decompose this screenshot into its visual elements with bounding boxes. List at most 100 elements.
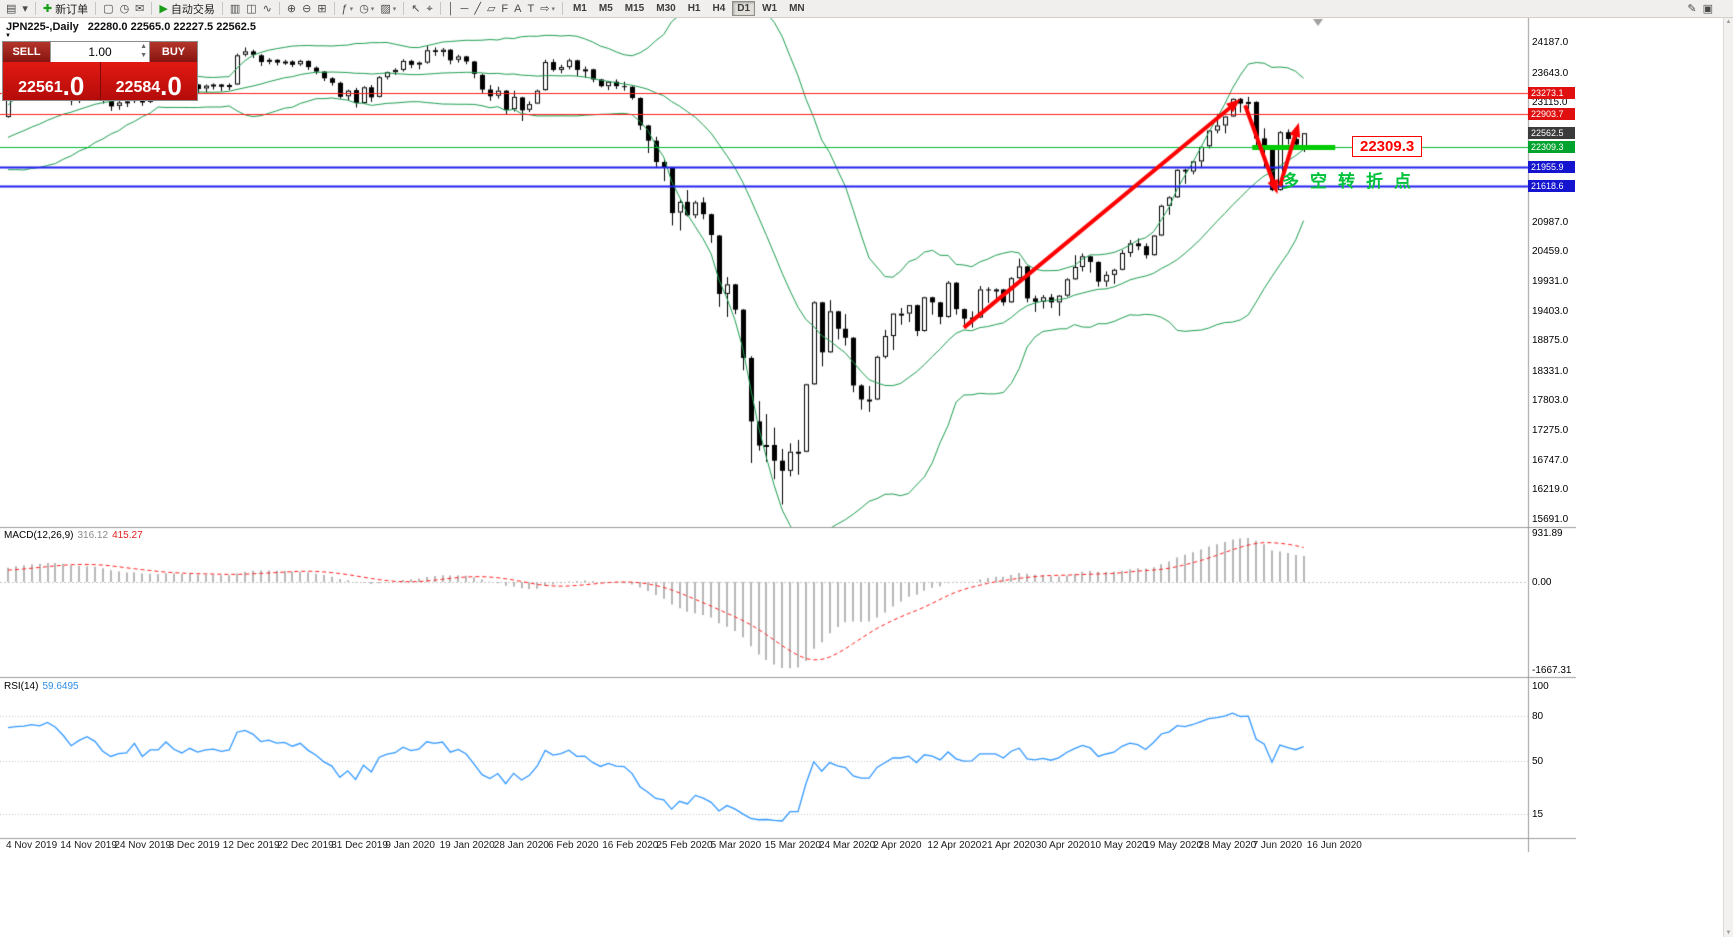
vertical-line-button[interactable]: │ <box>445 1 458 17</box>
date-label: 30 Apr 2020 <box>1035 840 1090 851</box>
text-label-icon: T <box>527 2 535 15</box>
trendline-button[interactable]: ╱ <box>471 1 484 17</box>
macd-indicator-label: MACD(12,26,9) 316.12 415.27 <box>4 530 143 541</box>
mailbox-button[interactable]: ✉ <box>132 1 147 17</box>
zoom-out-icon: ⊖ <box>302 2 312 15</box>
volume-up-icon[interactable]: ▲ <box>140 43 147 50</box>
timeframe-m1-button[interactable]: M1 <box>572 3 587 14</box>
buy-price-main: 22584 <box>115 79 161 96</box>
templates-button[interactable]: ▨ ▾ <box>377 1 399 17</box>
zoom-out-button[interactable]: ⊖ <box>299 1 314 17</box>
autotrading-button[interactable]: ▶ 自动交易 <box>156 1 217 17</box>
timeframe-m15-button[interactable]: M15 <box>624 3 645 14</box>
periods-button[interactable]: ◷ ▾ <box>356 1 377 17</box>
one-click-collapse-icon[interactable]: ▼ <box>5 33 11 39</box>
vertical-scrollbar[interactable]: ▲ ▼ <box>1723 18 1733 937</box>
channel-icon: ▱ <box>486 2 496 15</box>
text-button[interactable]: A <box>511 1 524 17</box>
toolbar-separator <box>439 2 441 15</box>
text-label-button[interactable]: T <box>525 1 538 17</box>
timeframe-m30-button[interactable]: M30 <box>656 3 676 14</box>
cursor-button[interactable]: ↖ <box>408 1 423 17</box>
volume-spinner[interactable]: ▲ ▼ <box>140 42 147 60</box>
price-tick-label: 17275.0 <box>1532 425 1569 437</box>
toolbar-right-icons: ✎ ▣ <box>1684 1 1716 17</box>
toolbar-separator <box>151 2 153 15</box>
horizontal-line-button[interactable]: ─ <box>458 1 472 17</box>
layout-button[interactable]: ▣ <box>1700 1 1716 17</box>
chart-bars-icon: ▥ <box>229 2 241 15</box>
channel-button[interactable]: ▱ <box>484 1 498 17</box>
price-tick-label: 20987.0 <box>1532 216 1569 228</box>
rsi-axis-label: 80 <box>1532 711 1544 722</box>
price-tick-label: 23115.0 <box>1532 97 1568 109</box>
macd-name: MACD(12,26,9) <box>4 530 74 541</box>
zoom-in-icon: ⊕ <box>286 2 297 15</box>
timeframe-h4-button[interactable]: H4 <box>712 3 726 14</box>
timeframe-h1-button[interactable]: H1 <box>687 3 701 14</box>
fibonacci-button[interactable]: F <box>498 1 511 17</box>
new-chart-button[interactable]: ▤ <box>3 1 19 17</box>
chart-bars-button[interactable]: ▥ <box>227 1 243 17</box>
screenshot-icon: ✎ <box>1687 2 1697 15</box>
zoom-in-button[interactable]: ⊕ <box>284 1 299 17</box>
rsi-axis-label: 100 <box>1532 681 1549 692</box>
level-price-label: 22903.7 <box>1528 108 1575 121</box>
toolbar-separator <box>333 2 335 15</box>
indicators-icon: ƒ <box>341 2 348 15</box>
sell-price-main: 22561 <box>18 79 63 96</box>
date-label: 28 Jan 2020 <box>493 840 549 851</box>
date-label: 9 Jan 2020 <box>385 840 435 851</box>
chart-dropdown-button[interactable]: ▾ <box>19 1 31 17</box>
volume-down-icon[interactable]: ▼ <box>140 52 147 59</box>
scroll-up-icon[interactable]: ▲ <box>1725 19 1732 25</box>
date-label: 21 Apr 2020 <box>981 840 1036 851</box>
volume-value[interactable]: 1.00 <box>88 45 112 59</box>
cursor-icon: ↖ <box>411 2 421 15</box>
date-label: 16 Feb 2020 <box>602 840 659 851</box>
alerts-button[interactable]: ◷ <box>117 1 133 17</box>
new-order-button[interactable]: ✚ 新订单 <box>40 1 91 17</box>
timeframe-w1-button[interactable]: W1 <box>762 3 778 14</box>
sell-button[interactable]: SELL <box>3 42 50 62</box>
timeframe-d1-button[interactable]: D1 <box>732 1 756 16</box>
tile-windows-icon: ⊞ <box>317 2 327 15</box>
volume-field[interactable]: 1.00 ▲ ▼ <box>50 42 150 62</box>
timeframe-mn-button[interactable]: MN <box>789 3 805 14</box>
price-tick-label: 19403.0 <box>1532 305 1569 317</box>
date-label: 12 Apr 2020 <box>927 840 982 851</box>
date-label: 2 Apr 2020 <box>873 840 922 851</box>
chart-line-button[interactable]: ∿ <box>260 1 275 17</box>
periods-dropdown-icon[interactable]: ▾ <box>370 5 375 13</box>
indicators-button[interactable]: ƒ ▾ <box>339 1 357 17</box>
chart-candles-icon: ◫ <box>246 2 257 15</box>
price-tick-label: 17803.0 <box>1532 395 1569 407</box>
sell-price-button[interactable]: 22561.0 <box>3 62 101 100</box>
screenshot-button[interactable]: ✎ <box>1684 1 1699 17</box>
indicators-dropdown-icon[interactable]: ▾ <box>349 5 354 13</box>
turning-point-text: 多空转折点 <box>1282 172 1422 191</box>
timeframe-m5-button[interactable]: M5 <box>598 3 613 14</box>
periods-icon: ◷ <box>359 2 369 15</box>
scroll-down-icon[interactable]: ▼ <box>1725 930 1732 936</box>
date-label: 19 May 2020 <box>1144 840 1203 851</box>
toolbar-left-groups: ▤ ▾ ✚ 新订单 ▢ ◷ ✉ ▶ 自动交易 ▥ ◫ ∿ ⊕ ⊖ ⊞ ƒ ▾ ◷ ▾ ▨ ▾ ↖ ⌖ │ ─ ╱ ▱ F A T ⇨ ▾ <box>3 1 558 17</box>
chart-candles-button[interactable]: ◫ <box>243 1 259 17</box>
macd-signal-value: 415.27 <box>112 530 143 541</box>
date-label: 3 Dec 2019 <box>168 840 220 851</box>
toolbar-separator <box>403 2 405 15</box>
tile-windows-button[interactable]: ⊞ <box>314 1 329 17</box>
profiles-button[interactable]: ▢ <box>100 1 116 17</box>
arrows-dropdown-icon[interactable]: ▾ <box>551 5 555 13</box>
buy-price-button[interactable]: 22584.0 <box>100 62 197 100</box>
crosshair-button[interactable]: ⌖ <box>423 1 435 17</box>
fibonacci-icon: F <box>501 2 509 15</box>
price-tick-label: 18875.0 <box>1532 335 1569 347</box>
buy-button[interactable]: BUY <box>150 42 197 62</box>
text-icon: A <box>514 2 522 15</box>
date-label: 5 Mar 2020 <box>710 840 762 851</box>
templates-dropdown-icon[interactable]: ▾ <box>392 5 397 13</box>
arrows-button[interactable]: ⇨ ▾ <box>537 1 558 17</box>
profiles-icon: ▢ <box>103 2 114 15</box>
